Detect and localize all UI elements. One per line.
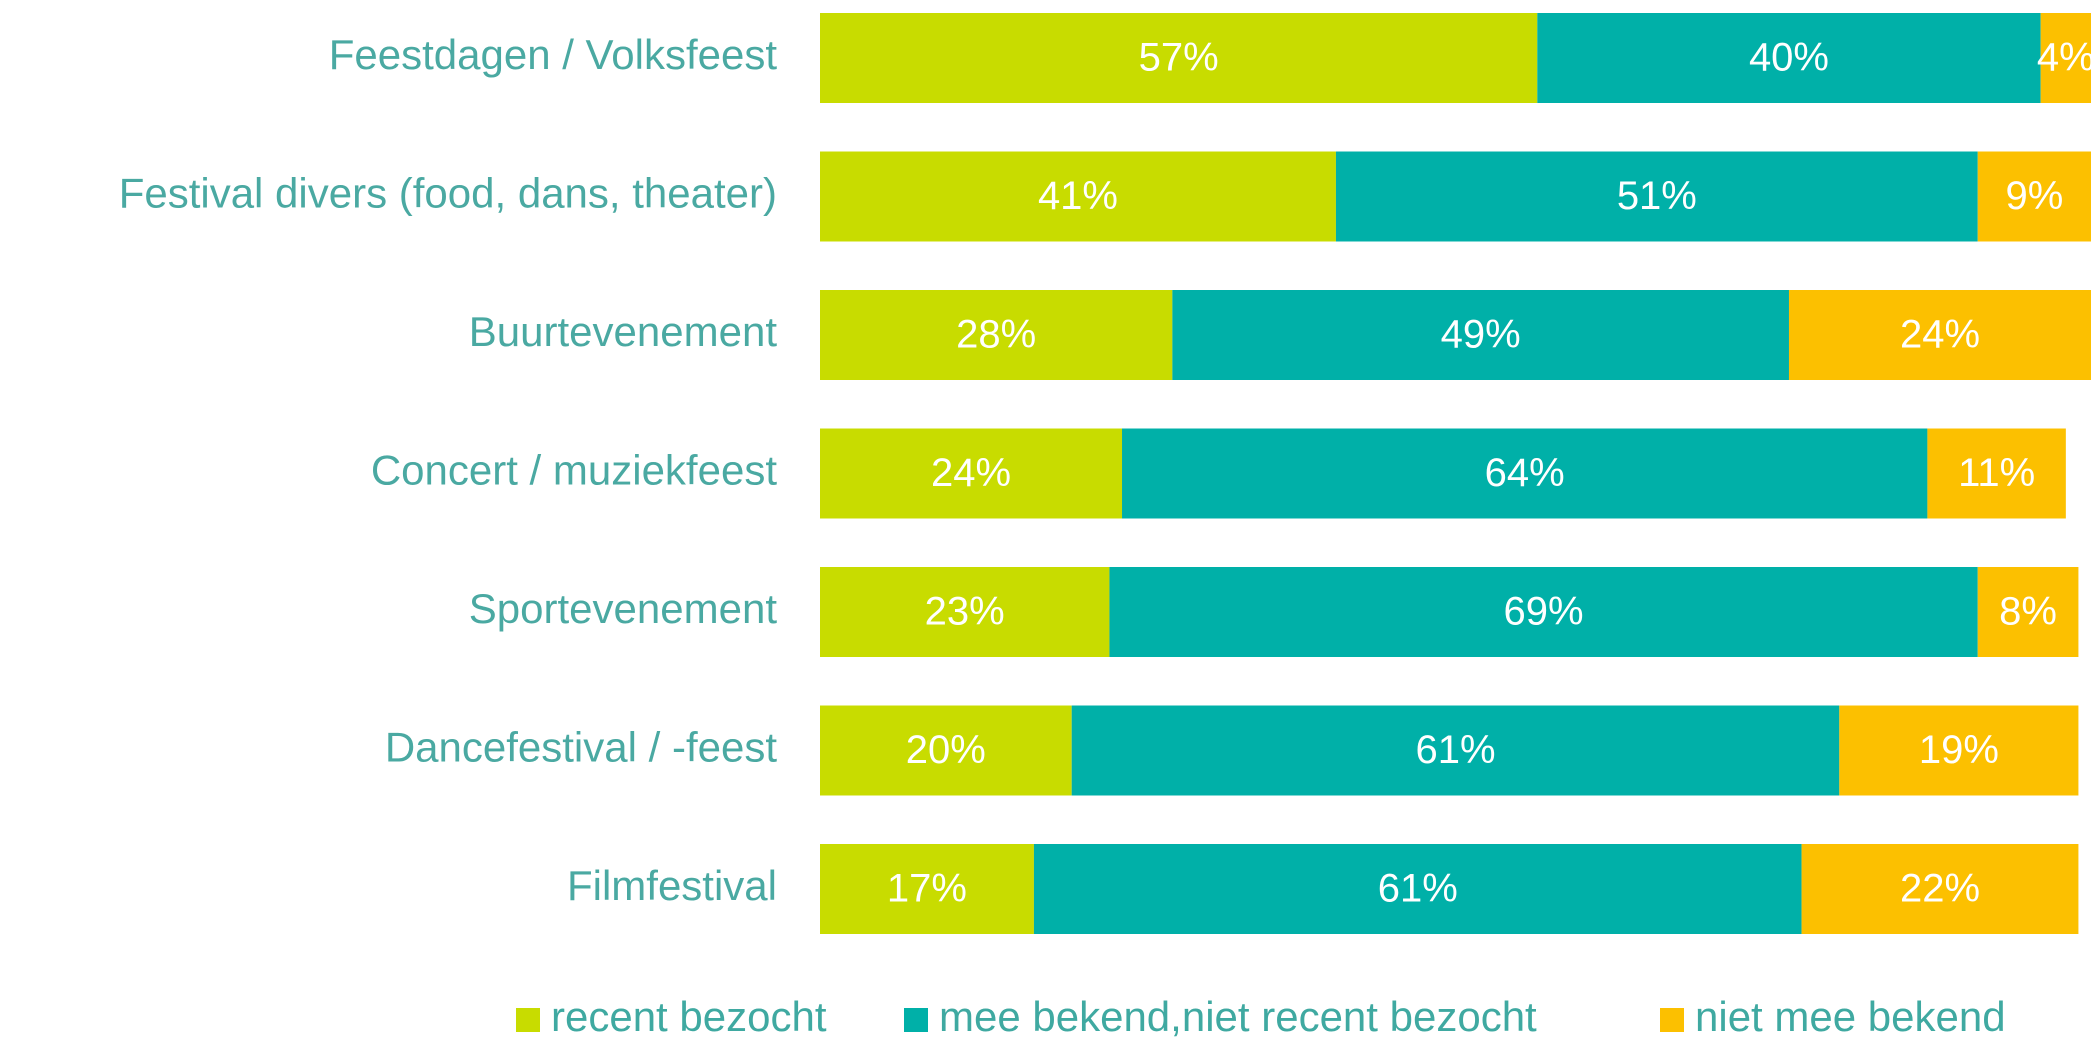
value-label: 8% <box>1999 590 2057 634</box>
value-label: 19% <box>1919 728 1999 772</box>
bar-segment <box>1788 290 2091 380</box>
bar-segment <box>820 567 1110 657</box>
value-label: 61% <box>1415 728 1495 772</box>
bar-segment <box>820 151 1336 242</box>
bar-segment <box>2040 13 2091 103</box>
category-label: Concert / muziekfeest <box>371 447 777 494</box>
value-label: 11% <box>1958 451 2035 495</box>
value-label: 23% <box>925 590 1005 634</box>
value-label: 20% <box>906 728 986 772</box>
category-label: Festival divers (food, dans, theater) <box>119 170 777 217</box>
legend-swatch <box>1660 1008 1684 1032</box>
bar-segment <box>820 428 1123 519</box>
category-label: Dancefestival / -feest <box>385 724 778 771</box>
bar-segment <box>820 705 1072 796</box>
value-label: 51% <box>1617 174 1697 218</box>
value-label: 41% <box>1038 174 1118 218</box>
category-label: Filmfestival <box>567 862 777 909</box>
category-label: Buurtevenement <box>469 308 778 355</box>
value-label: 17% <box>887 867 967 911</box>
value-label: 22% <box>1900 867 1980 911</box>
category-label: Sportevenement <box>469 585 778 632</box>
category-label: Feestdagen / Volksfeest <box>329 31 778 78</box>
bar-segment <box>1801 844 2079 934</box>
legend-swatch <box>904 1008 928 1032</box>
value-label: 28% <box>956 313 1036 357</box>
bar-segment <box>820 13 1538 103</box>
value-label: 57% <box>1139 36 1219 80</box>
value-label: 64% <box>1485 451 1565 495</box>
value-label: 9% <box>2005 174 2063 218</box>
bar-segment <box>1977 567 2079 657</box>
bar-segment <box>820 290 1173 380</box>
bar-segment <box>1109 567 1978 657</box>
bar-segment <box>1537 13 2041 103</box>
bar-segment <box>1033 844 1802 934</box>
bar-segment <box>1977 151 2091 242</box>
value-label: 69% <box>1504 590 1584 634</box>
value-label: 24% <box>1900 313 1980 357</box>
bar-segment <box>1335 151 1978 242</box>
legend-label: recent bezocht <box>551 993 827 1039</box>
value-label: 24% <box>931 451 1011 495</box>
bar-segment <box>820 844 1034 934</box>
bar-segment <box>1839 705 2079 796</box>
bar-segment <box>1071 705 1840 796</box>
bar-segment <box>1927 428 2066 519</box>
value-label: 49% <box>1441 313 1521 357</box>
value-label: 40% <box>1749 36 1829 80</box>
value-label: 4% <box>2037 36 2091 80</box>
legend-label: niet mee bekend <box>1695 993 2006 1039</box>
bar-segment <box>1172 290 1789 380</box>
legend-swatch <box>516 1008 540 1032</box>
legend-label: mee bekend,niet recent bezocht <box>939 993 1537 1039</box>
bar-segment <box>1122 428 1928 519</box>
value-label: 61% <box>1378 867 1458 911</box>
